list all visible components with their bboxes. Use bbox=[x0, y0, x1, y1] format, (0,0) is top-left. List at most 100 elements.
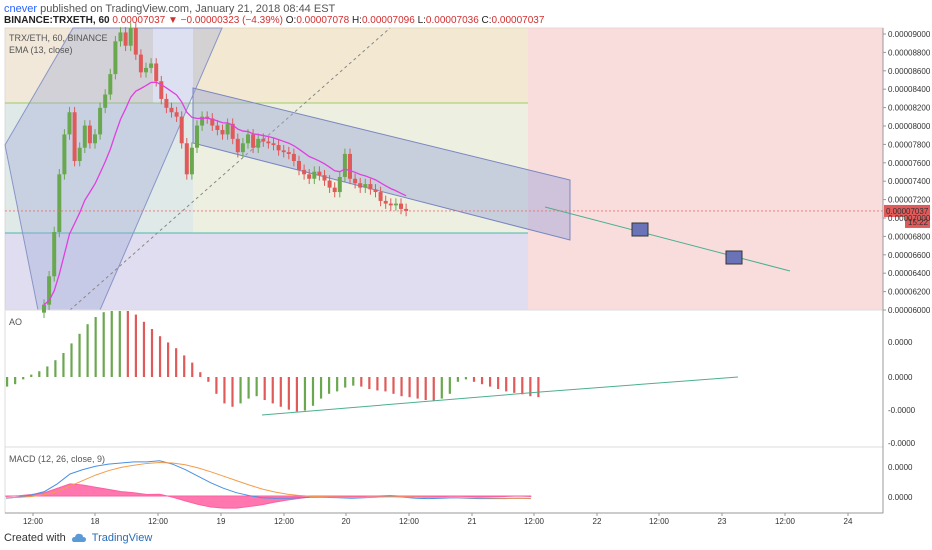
ao-pane-title: AO bbox=[9, 317, 22, 327]
ao-bar bbox=[464, 377, 468, 380]
target-box-2 bbox=[725, 250, 743, 265]
y-tick-label: 0.00006400 bbox=[888, 269, 931, 278]
candle-body bbox=[52, 231, 57, 277]
ao-bar bbox=[303, 377, 307, 411]
candle-body bbox=[307, 174, 312, 179]
zone-tan-2 bbox=[193, 28, 528, 103]
macd-line bbox=[5, 460, 531, 500]
ao-bar bbox=[183, 355, 186, 377]
y-tick-label: 0.00006600 bbox=[888, 251, 931, 260]
price-pane[interactable] bbox=[5, 22, 883, 318]
ao-y-tick-label: 0.0000 bbox=[888, 373, 913, 382]
candle-body bbox=[133, 28, 138, 55]
candle-body bbox=[240, 143, 245, 153]
tradingview-cloud-icon bbox=[71, 533, 86, 542]
candle-body bbox=[195, 125, 199, 148]
candle-body bbox=[138, 54, 143, 73]
author-link[interactable]: cnever bbox=[4, 3, 38, 15]
x-tick-label: 12:00 bbox=[524, 517, 545, 526]
last-price: 0.00007037 bbox=[112, 15, 166, 26]
candle-body bbox=[205, 116, 210, 119]
price-change: −0.00000323 (−4.39%) bbox=[180, 15, 283, 26]
candle-body bbox=[72, 112, 77, 162]
ao-bar bbox=[62, 353, 65, 377]
last-price-badge bbox=[884, 204, 930, 217]
candle-body bbox=[302, 169, 307, 175]
candle-body bbox=[251, 134, 256, 148]
footer: Created with TradingView bbox=[4, 532, 152, 544]
candle-body bbox=[312, 171, 317, 179]
ao-bar bbox=[38, 371, 41, 377]
candle-body bbox=[235, 138, 240, 153]
ao-pane[interactable] bbox=[6, 311, 739, 416]
candle-body bbox=[108, 74, 113, 95]
ao-bar bbox=[368, 377, 371, 389]
y-tick-label: 0.00008000 bbox=[888, 122, 931, 131]
x-tick-label: 24 bbox=[844, 517, 853, 526]
x-tick-label: 21 bbox=[468, 517, 477, 526]
candle-body bbox=[348, 153, 352, 179]
low-label: L: bbox=[417, 15, 426, 26]
zone-forecast-pink bbox=[528, 28, 883, 310]
countdown-badge bbox=[905, 216, 930, 228]
ao-bar bbox=[191, 362, 194, 377]
ao-bar bbox=[400, 377, 403, 397]
candle-body bbox=[169, 107, 174, 113]
ao-bar bbox=[448, 377, 451, 394]
candle-body bbox=[164, 98, 169, 108]
x-tick-label: 12:00 bbox=[23, 517, 44, 526]
candle-body bbox=[200, 116, 205, 126]
candle-body bbox=[373, 189, 378, 193]
y-tick-label: 0.00008600 bbox=[888, 67, 931, 76]
y-tick-label: 0.00007000 bbox=[888, 214, 931, 223]
candle-body bbox=[291, 153, 296, 162]
target-box-1 bbox=[631, 222, 649, 237]
ao-bar bbox=[529, 377, 532, 397]
ao-bar bbox=[319, 377, 323, 399]
ao-bar bbox=[6, 377, 9, 387]
candle-body bbox=[286, 152, 291, 154]
candle-body bbox=[261, 138, 266, 142]
candle-body bbox=[87, 125, 92, 144]
ao-bar bbox=[440, 377, 443, 399]
candle-body bbox=[77, 147, 82, 162]
ao-bar bbox=[54, 360, 57, 377]
candle-body bbox=[103, 94, 108, 108]
close-label: C: bbox=[481, 15, 492, 26]
ao-trendline-low bbox=[261, 391, 541, 416]
ohlc-bar: BINANCE:TRXETH, 60 0.00007037 ▼ −0.00000… bbox=[4, 15, 544, 26]
ao-bar bbox=[175, 348, 178, 377]
macd-pane[interactable] bbox=[5, 460, 532, 509]
ao-bar bbox=[416, 377, 419, 399]
y-tick-label: 0.00008400 bbox=[888, 85, 931, 94]
candle-body bbox=[225, 123, 230, 135]
candle-body bbox=[174, 112, 179, 117]
y-tick-label: 0.00007800 bbox=[888, 140, 931, 149]
tradingview-brand[interactable]: TradingView bbox=[91, 532, 153, 544]
low-value: 0.00007036 bbox=[425, 15, 479, 26]
price-pane-title: TRX/ETH, 60, BINANCE bbox=[9, 33, 108, 43]
ao-bar bbox=[70, 343, 73, 377]
candle-body bbox=[179, 116, 184, 144]
y-tick-label: 0.00008800 bbox=[888, 48, 931, 57]
x-tick-label: 23 bbox=[718, 517, 727, 526]
candle-body bbox=[184, 143, 189, 175]
ao-bar bbox=[14, 377, 17, 385]
candle-body bbox=[363, 184, 368, 188]
falling-channel bbox=[192, 87, 571, 241]
candle-body bbox=[337, 176, 342, 193]
ao-bar bbox=[86, 324, 89, 377]
candle-body bbox=[378, 192, 383, 201]
ao-bar bbox=[134, 314, 137, 377]
candle-body bbox=[215, 125, 220, 130]
ao-bar bbox=[223, 377, 226, 404]
ao-bar bbox=[360, 377, 363, 387]
candle-body bbox=[149, 63, 154, 68]
candle-body bbox=[368, 184, 373, 190]
ao-bar bbox=[489, 377, 492, 387]
ao-y-tick-label: -0.0000 bbox=[888, 439, 916, 448]
signal-line bbox=[5, 462, 531, 499]
candle-body bbox=[210, 118, 215, 126]
candle-body bbox=[358, 183, 363, 188]
ao-bar bbox=[126, 311, 129, 377]
